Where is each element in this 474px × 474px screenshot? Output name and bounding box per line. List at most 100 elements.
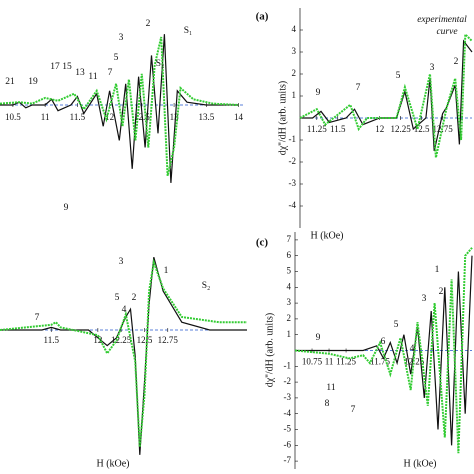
annotation: 9 bbox=[64, 203, 69, 213]
x-tick-label: 12.5 bbox=[414, 124, 430, 134]
annotation: 3 bbox=[422, 294, 427, 304]
annotation: 17 bbox=[50, 62, 60, 72]
experimental-curve bbox=[294, 247, 473, 454]
y-tick-label: 2 bbox=[292, 68, 297, 78]
experimental-curve bbox=[0, 258, 247, 448]
annotation: 13 bbox=[75, 68, 85, 78]
annotation: 8 bbox=[325, 399, 330, 409]
theory-curve bbox=[0, 257, 247, 455]
annotation: 2 bbox=[454, 57, 459, 67]
y-tick-label: -1 bbox=[284, 360, 292, 370]
y-tick-label: -2 bbox=[289, 156, 297, 166]
annotation: S₂ bbox=[202, 281, 211, 291]
y-tick-label: 1 bbox=[287, 329, 292, 339]
y-tick-label: -3 bbox=[284, 392, 292, 402]
annotation: 7 bbox=[108, 68, 113, 78]
panel: 11.25 11.5 12 12.25 12.5 12.75-4-3-2-11234exp… bbox=[277, 8, 473, 241]
annotation: 7 bbox=[35, 313, 40, 323]
annotation: 4 bbox=[410, 344, 415, 354]
y-tick-label: 7 bbox=[287, 234, 292, 244]
annotation: 11 bbox=[88, 72, 97, 82]
experimental-curve bbox=[299, 32, 473, 158]
annotation: 6 bbox=[381, 337, 386, 347]
x-tick-label: 11.25 bbox=[307, 124, 327, 134]
y-tick-label: 2 bbox=[287, 313, 292, 323]
x-tick-label: 12.25 bbox=[111, 335, 132, 345]
annotation: S₁ bbox=[184, 26, 193, 36]
y-tick-label: 5 bbox=[287, 266, 292, 276]
y-tick-label: 3 bbox=[292, 46, 297, 56]
x-tick-label: 13.5 bbox=[198, 112, 214, 122]
y-tick-label: -1 bbox=[289, 134, 297, 144]
annotation: 5 bbox=[396, 71, 401, 81]
y-tick-label: -3 bbox=[289, 178, 297, 188]
y-axis-label: dχ''/dH (arb. units) bbox=[264, 313, 275, 387]
theory-curve bbox=[0, 34, 239, 183]
x-tick-label: 11 bbox=[325, 357, 334, 367]
y-tick-label: -7 bbox=[284, 455, 292, 465]
y-tick-label: 3 bbox=[287, 297, 292, 307]
x-tick-label: 12 bbox=[105, 112, 114, 122]
x-tick-label: 12 bbox=[375, 124, 384, 134]
x-tick-label: 12.25 bbox=[391, 124, 412, 134]
annotation: 1 bbox=[164, 266, 169, 276]
annotation: curve bbox=[436, 27, 457, 37]
annotation: 2 bbox=[132, 293, 137, 303]
y-tick-label: -6 bbox=[284, 439, 292, 449]
x-axis-label: H (kOe) bbox=[310, 230, 343, 241]
annotation: 2 bbox=[439, 287, 444, 297]
annotation: 15 bbox=[62, 62, 72, 72]
annotation: 5 bbox=[115, 293, 120, 303]
annotation: 2 bbox=[146, 19, 151, 29]
x-tick-label: 11 bbox=[41, 112, 50, 122]
x-tick-label: 11.5 bbox=[70, 112, 86, 122]
annotation: 3 bbox=[119, 33, 124, 43]
y-tick-label: 6 bbox=[287, 250, 292, 260]
annotation: 11 bbox=[326, 383, 335, 393]
panel: 11.5 12 12.25 12.5 12.75 3 1 542 S₂ 7 H (kOe) bbox=[0, 257, 247, 469]
x-tick-label: 12.5 bbox=[137, 335, 153, 345]
annotation: 21 bbox=[5, 77, 15, 87]
x-axis-label: H (kOe) bbox=[96, 458, 129, 469]
x-tick-label: 10.5 bbox=[5, 112, 21, 122]
annotation: 5 bbox=[394, 320, 399, 330]
y-tick-label: -2 bbox=[284, 376, 292, 386]
annotation: 7 bbox=[356, 83, 361, 93]
annotation: experimental bbox=[417, 15, 467, 25]
y-tick-label: -5 bbox=[284, 424, 292, 434]
y-axis-label: dχ''/dH (arb. units) bbox=[277, 81, 288, 155]
x-tick-label: 12 bbox=[93, 335, 102, 345]
x-tick-label: 11.75 bbox=[370, 357, 390, 367]
y-tick-label: 1 bbox=[292, 90, 297, 100]
annotation: 19 bbox=[28, 77, 38, 87]
panel-label: (c) bbox=[256, 237, 269, 249]
experimental-curve bbox=[0, 36, 239, 177]
annotation: 5 bbox=[114, 53, 119, 63]
annotation: 3 bbox=[430, 63, 435, 73]
x-axis-label: H (kOe) bbox=[403, 458, 436, 469]
x-tick-label: 14 bbox=[234, 112, 244, 122]
annotation: 1 bbox=[435, 265, 440, 275]
panel: 10.75 11 11.25 11.75 12.25-7-6-5-4-3-2-11234… bbox=[256, 232, 473, 469]
annotation: S₂ bbox=[156, 59, 165, 69]
y-tick-label: 4 bbox=[287, 281, 292, 291]
x-tick-label: 11.25 bbox=[336, 357, 356, 367]
x-tick-label: 11.5 bbox=[330, 124, 346, 134]
annotation: 9 bbox=[316, 333, 321, 343]
x-tick-label: 10.75 bbox=[302, 357, 323, 367]
annotation: 4 bbox=[122, 305, 127, 315]
y-tick-label: -4 bbox=[289, 200, 297, 210]
annotation: 3 bbox=[119, 257, 124, 267]
theory-curve bbox=[300, 39, 473, 152]
annotation: 7 bbox=[351, 405, 356, 415]
x-tick-label: 12.75 bbox=[158, 335, 179, 345]
x-tick-label: 13 bbox=[170, 112, 180, 122]
theory-curve bbox=[295, 255, 473, 446]
y-tick-label: 4 bbox=[292, 24, 297, 34]
panel-label: (a) bbox=[256, 11, 269, 23]
annotation: 9 bbox=[316, 88, 321, 98]
y-tick-label: -4 bbox=[284, 408, 292, 418]
x-tick-label: 11.5 bbox=[44, 335, 60, 345]
